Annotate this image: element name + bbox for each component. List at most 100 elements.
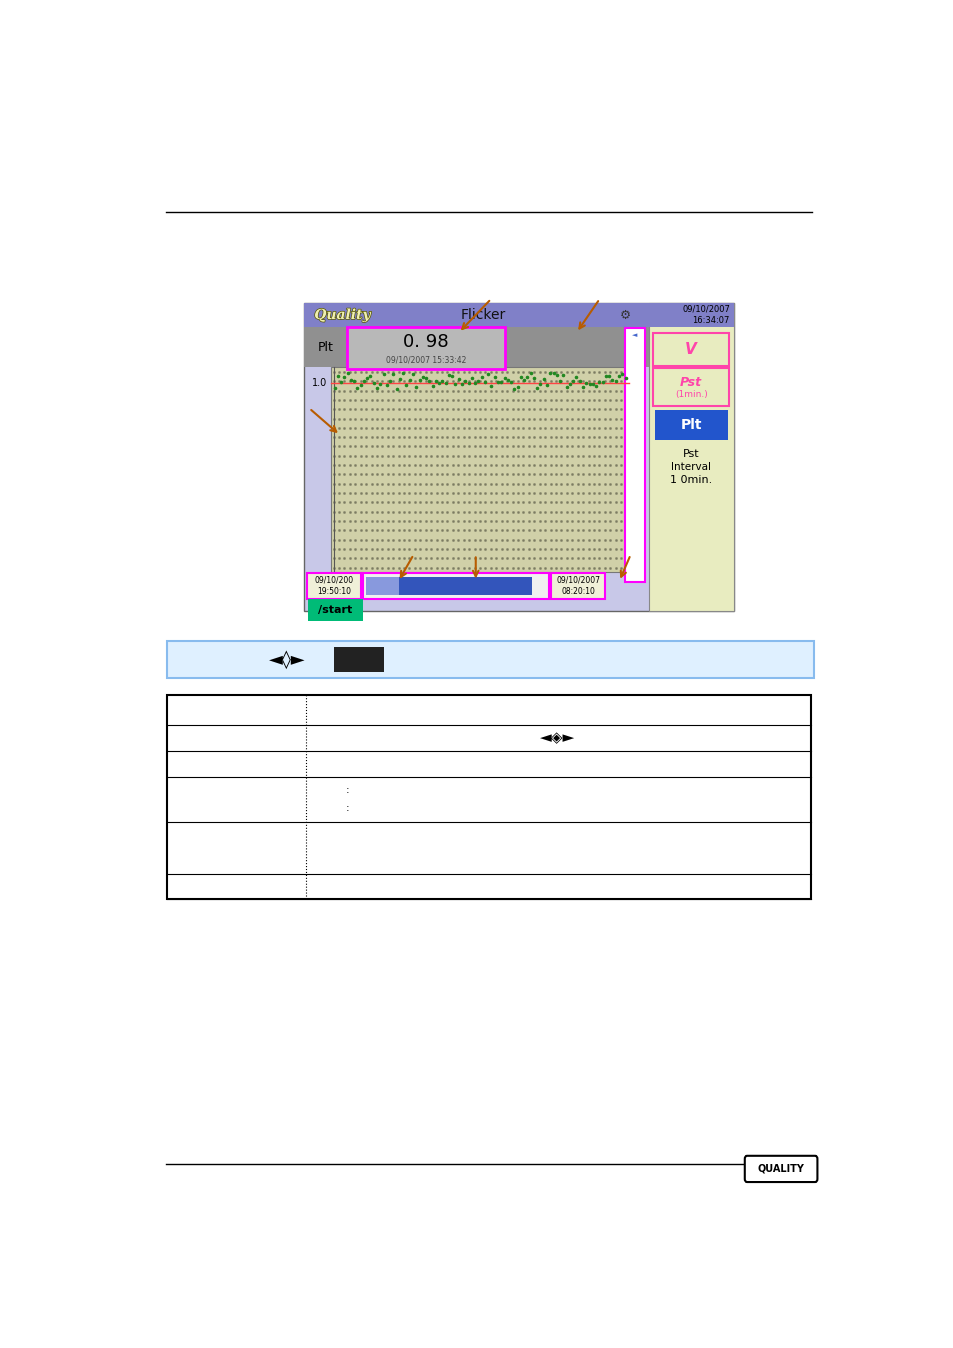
Point [581, 373, 597, 395]
Point [614, 364, 629, 386]
Point [389, 377, 404, 399]
Point [382, 371, 397, 392]
Point [584, 373, 599, 395]
Point [568, 365, 583, 387]
Point [536, 368, 551, 390]
FancyBboxPatch shape [744, 1155, 817, 1182]
Point [552, 371, 567, 392]
Point [334, 371, 349, 392]
Point [575, 376, 590, 398]
Point [398, 375, 414, 396]
FancyBboxPatch shape [551, 573, 604, 600]
Point [470, 371, 485, 392]
Bar [654, 411, 727, 439]
Point [359, 367, 375, 388]
Point [556, 364, 571, 386]
Text: /start: /start [318, 605, 353, 615]
Point [595, 371, 610, 392]
Point [435, 371, 450, 392]
Text: :: : [346, 786, 349, 795]
Point [421, 371, 436, 392]
Bar [303, 303, 733, 328]
Point [513, 367, 528, 388]
FancyBboxPatch shape [653, 333, 728, 367]
Point [408, 376, 423, 398]
Text: (1min.): (1min.) [674, 391, 707, 399]
Text: Quality: Quality [314, 307, 370, 322]
Point [339, 363, 355, 384]
Point [428, 371, 443, 392]
Text: 09/10/2007 15:33:42: 09/10/2007 15:33:42 [386, 355, 466, 364]
Point [460, 372, 476, 394]
Point [373, 373, 388, 395]
Text: Plt: Plt [317, 341, 333, 353]
Point [618, 367, 633, 388]
Text: 09/10/200
19:50:10: 09/10/200 19:50:10 [314, 576, 354, 596]
Point [454, 373, 469, 395]
Point [353, 373, 368, 395]
Point [375, 363, 391, 384]
Point [405, 363, 420, 384]
Point [476, 371, 492, 392]
Point [418, 367, 434, 388]
Point [522, 363, 537, 384]
Point [401, 369, 416, 391]
Point [366, 372, 381, 394]
Point [588, 376, 603, 398]
Point [415, 365, 430, 387]
Bar [303, 303, 648, 328]
Point [392, 368, 407, 390]
Bar [334, 647, 384, 671]
FancyBboxPatch shape [347, 326, 504, 369]
Point [330, 365, 345, 387]
Point [464, 367, 479, 388]
Text: ⚙: ⚙ [619, 309, 630, 321]
FancyBboxPatch shape [307, 573, 360, 600]
Point [578, 372, 594, 394]
FancyBboxPatch shape [624, 328, 645, 582]
Bar [648, 303, 733, 611]
Point [538, 375, 554, 396]
Point [457, 371, 473, 392]
Point [395, 363, 411, 384]
Point [490, 371, 505, 392]
Point [467, 372, 482, 394]
Bar [303, 303, 733, 611]
Point [483, 375, 498, 396]
Text: 1.0: 1.0 [312, 377, 327, 388]
Point [493, 371, 508, 392]
Point [611, 365, 626, 387]
Point [424, 375, 439, 396]
Point [516, 369, 531, 391]
Point [497, 368, 512, 390]
Text: 09/10/2007
16:34:07: 09/10/2007 16:34:07 [681, 305, 729, 325]
Point [441, 364, 456, 386]
Point [598, 365, 613, 387]
Point [529, 377, 544, 399]
Bar [307, 599, 363, 620]
Point [343, 369, 358, 391]
Point [558, 376, 574, 398]
Point [591, 371, 606, 392]
Text: Pst: Pst [679, 376, 701, 388]
Point [545, 363, 560, 384]
Point [369, 377, 384, 399]
Point [510, 376, 525, 398]
Point [385, 363, 400, 384]
Text: 09/10/2007
08:20:10: 09/10/2007 08:20:10 [556, 576, 599, 596]
Bar [331, 368, 629, 572]
Point [451, 369, 466, 391]
Text: Flicker: Flicker [460, 307, 505, 322]
Point [346, 369, 361, 391]
Point [378, 375, 394, 396]
Point [412, 369, 427, 391]
Text: :: : [346, 803, 349, 813]
Text: ◄◊►: ◄◊► [269, 650, 305, 669]
Bar [399, 577, 531, 596]
Point [444, 365, 459, 387]
Text: Interval: Interval [671, 461, 710, 472]
Point [487, 365, 502, 387]
Point [601, 365, 617, 387]
Point [327, 377, 342, 399]
Point [526, 367, 541, 388]
